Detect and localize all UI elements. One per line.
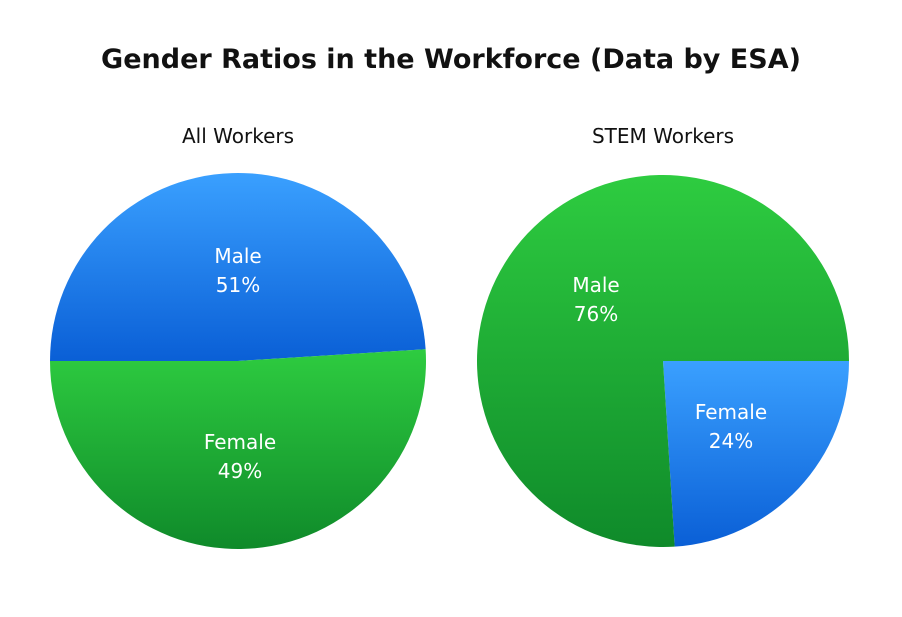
pie-all-workers: Male 51% Female 49% bbox=[50, 173, 427, 550]
pie-slice-female bbox=[50, 173, 426, 361]
pie-title-all-workers: All Workers bbox=[182, 124, 294, 148]
slice-label-male: Male bbox=[572, 273, 619, 297]
slice-label-female: Female bbox=[695, 400, 767, 424]
chart-title: Gender Ratios in the Workforce (Data by … bbox=[101, 44, 801, 75]
slice-value-male: 51% bbox=[216, 273, 260, 297]
slice-label-male: Male bbox=[214, 244, 261, 268]
slice-value-female: 24% bbox=[709, 429, 753, 453]
pie-stem-workers: Male 76% Female 24% bbox=[476, 175, 849, 547]
slice-value-male: 76% bbox=[574, 302, 618, 326]
slice-label-female: Female bbox=[204, 430, 276, 454]
pie-slice-female bbox=[663, 361, 849, 547]
slice-value-female: 49% bbox=[218, 459, 262, 483]
pie-slice-male bbox=[50, 349, 427, 550]
pie-slice-male bbox=[476, 175, 849, 547]
pie-title-stem-workers: STEM Workers bbox=[592, 124, 734, 148]
